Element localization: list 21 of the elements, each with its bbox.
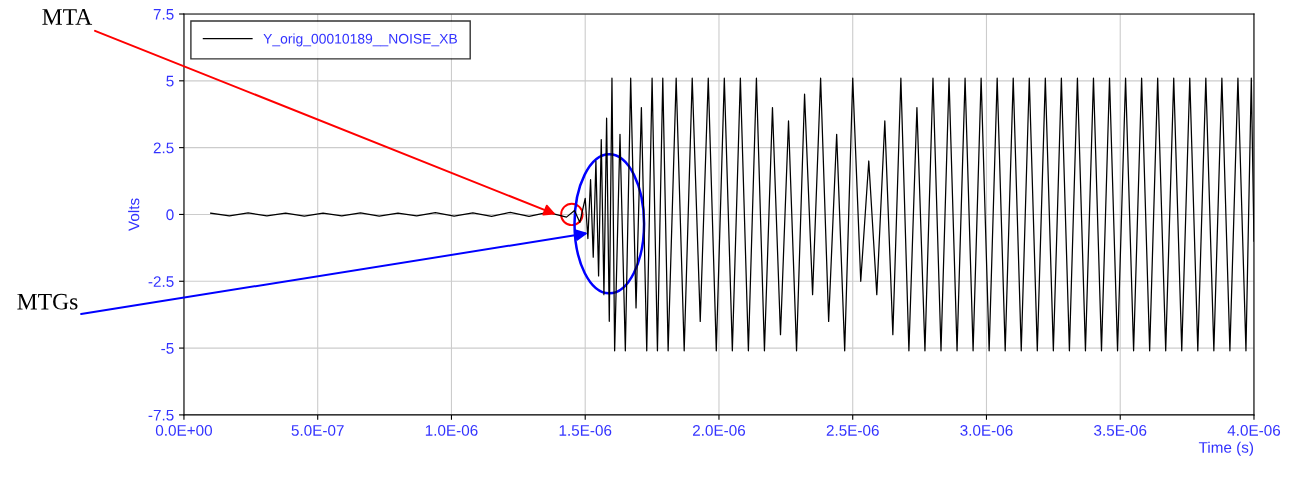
x-tick-label: 2.0E-06 — [692, 425, 746, 436]
y-tick-label: 5 — [166, 75, 174, 87]
x-tick-label: 1.5E-06 — [559, 425, 612, 436]
x-tick-label: 3.5E-06 — [1094, 425, 1147, 436]
y-tick-label: -5 — [161, 343, 174, 354]
legend-label: Y_orig_00010189__NOISE_XB — [263, 33, 457, 47]
x-tick-label: 0.0E+00 — [155, 425, 213, 436]
y-tick-label: 7.5 — [153, 9, 174, 20]
annotation: MTA — [42, 9, 93, 25]
annotation: MTGs — [17, 293, 78, 310]
x-tick-label: 2.5E-06 — [826, 425, 879, 436]
x-tick-label: 5.0E-07 — [291, 425, 344, 436]
y-axis-title: Volts — [128, 198, 140, 231]
y-tick-label: 2.5 — [153, 142, 174, 154]
x-tick-label: 3.0E-06 — [960, 425, 1013, 436]
y-tick-label: -2.5 — [148, 276, 174, 287]
x-axis-title: Time (s) — [1198, 441, 1254, 456]
y-tick-label: 0 — [166, 209, 174, 221]
y-tick-label: -7.5 — [148, 409, 174, 421]
x-tick-label: 1.0E-06 — [425, 425, 478, 436]
x-tick-label: 4.0E-06 — [1227, 425, 1281, 436]
